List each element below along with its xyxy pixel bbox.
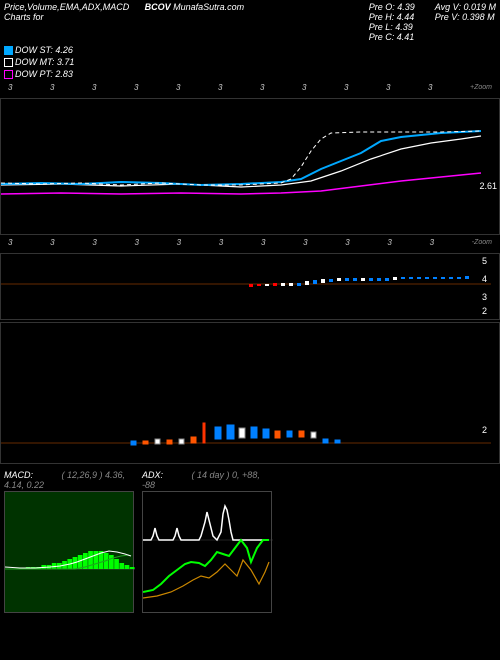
x-axis-top: 3 3 3 3 3 3 3 3 3 3 3 +Zoom [0, 80, 500, 98]
x-tick: 3 [218, 83, 222, 92]
x-tick: 3 [261, 238, 265, 247]
legend-item: DOW ST: 4.26 [4, 44, 500, 56]
stat-value: Pre C: 4.41 [369, 32, 415, 42]
x-tick: 3 [50, 83, 54, 92]
x-tick: 3 [387, 238, 391, 247]
x-tick: 3 [386, 83, 390, 92]
site-name: MunafaSutra.com [173, 2, 244, 12]
x-tick: 3 [50, 238, 54, 247]
header-row: Price,Volume,EMA,ADX,MACD Charts for BCO… [0, 0, 500, 44]
legend-label: DOW ST: 4.26 [15, 45, 73, 55]
header-title: Price,Volume,EMA,ADX,MACD Charts for [4, 2, 129, 22]
x-tick: 3 [430, 238, 434, 247]
indicator-row: MACD: ( 12,26,9 ) 4.36, 4.14, 0.22 ADX: … [0, 470, 500, 613]
x-tick: 3 [344, 83, 348, 92]
legend-swatch [4, 46, 13, 55]
stat-value: Pre L: 4.39 [369, 22, 415, 32]
legend-swatch [4, 70, 13, 79]
legend-label: DOW MT: 3.71 [15, 57, 74, 67]
x-tick: 3 [134, 238, 138, 247]
svg-text:5: 5 [482, 256, 487, 266]
legend: DOW ST: 4.26 DOW MT: 3.71 DOW PT: 2.83 [0, 44, 500, 80]
zoom-label[interactable]: +Zoom [470, 84, 492, 91]
x-tick: 3 [176, 83, 180, 92]
legend-label: DOW PT: 2.83 [15, 69, 73, 79]
legend-swatch [4, 58, 13, 67]
ticker: BCOV [145, 2, 171, 12]
x-tick: 3 [345, 238, 349, 247]
svg-text:3: 3 [482, 292, 487, 302]
svg-text:4: 4 [482, 274, 487, 284]
svg-text:2: 2 [482, 306, 487, 316]
adx-chart: ADX: ( 14 day ) 0, +88, -88 [142, 470, 272, 613]
x-axis-mid: 3 3 3 3 3 3 3 3 3 3 3 -Zoom [0, 235, 500, 253]
svg-text:2: 2 [482, 425, 487, 435]
adx-title: ADX: [142, 470, 163, 480]
x-tick: 3 [303, 238, 307, 247]
legend-item: DOW MT: 3.71 [4, 56, 500, 68]
x-tick: 3 [302, 83, 306, 92]
price-panel: 2.61 [0, 98, 500, 235]
stat-value: Pre O: 4.39 [369, 2, 415, 12]
macd-chart: MACD: ( 12,26,9 ) 4.36, 4.14, 0.22 [4, 470, 134, 613]
volume-panel: 2 [0, 322, 500, 464]
stat-value: Pre V: 0.398 M [435, 12, 496, 22]
macd-title: MACD: [4, 470, 33, 480]
stat-value: Avg V: 0.019 M [435, 2, 496, 12]
x-tick: 3 [8, 238, 12, 247]
x-tick: 3 [92, 83, 96, 92]
ohlc-stats: Pre O: 4.39Pre H: 4.44Pre L: 4.39Pre C: … [285, 2, 496, 42]
candle-panel: 5 4 3 2 [0, 253, 500, 320]
price-label: 2.61 [479, 181, 497, 191]
x-tick: 3 [177, 238, 181, 247]
x-tick: 3 [8, 83, 12, 92]
legend-item: DOW PT: 2.83 [4, 68, 500, 80]
x-tick: 3 [92, 238, 96, 247]
zoom-label[interactable]: -Zoom [472, 239, 492, 246]
x-tick: 3 [219, 238, 223, 247]
x-tick: 3 [134, 83, 138, 92]
x-tick: 3 [428, 83, 432, 92]
x-tick: 3 [260, 83, 264, 92]
stat-value: Pre H: 4.44 [369, 12, 415, 22]
